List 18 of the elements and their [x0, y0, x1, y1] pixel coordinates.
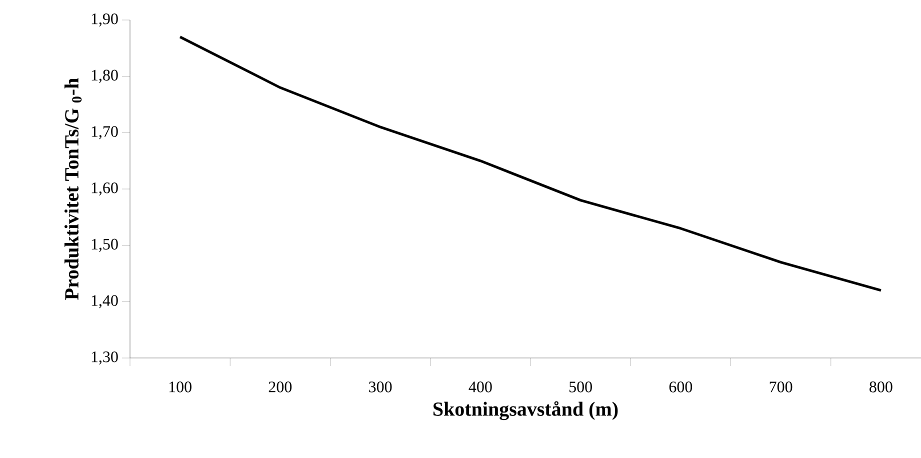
line-series [178, 36, 882, 292]
y-axis-title: Produktivitet TonTs/G $_{0}$-h [64, 78, 82, 300]
y-tick-label: 1,30 [92, 351, 118, 365]
x-tick-label: 700 [770, 382, 792, 392]
y-tick-label: 1,90 [92, 13, 118, 27]
y-tick-label: 1,60 [92, 182, 118, 196]
x-axis-title: Skotningsavstånd (m) [433, 401, 618, 420]
x-tick-label: 300 [369, 382, 392, 392]
y-tick-label: 1,50 [92, 238, 118, 252]
y-tick-label: 1,70 [92, 126, 118, 140]
x-tick-label: 100 [169, 382, 192, 392]
x-tick-label: 200 [268, 382, 292, 392]
x-tick-label: 600 [669, 382, 692, 392]
y-tick-label: 1,40 [92, 295, 118, 308]
x-tick-label: 500 [569, 382, 592, 392]
y-tick-label: 1,80 [92, 70, 118, 83]
x-tick-label: 800 [870, 382, 892, 392]
x-tick-label: 400 [468, 382, 492, 392]
